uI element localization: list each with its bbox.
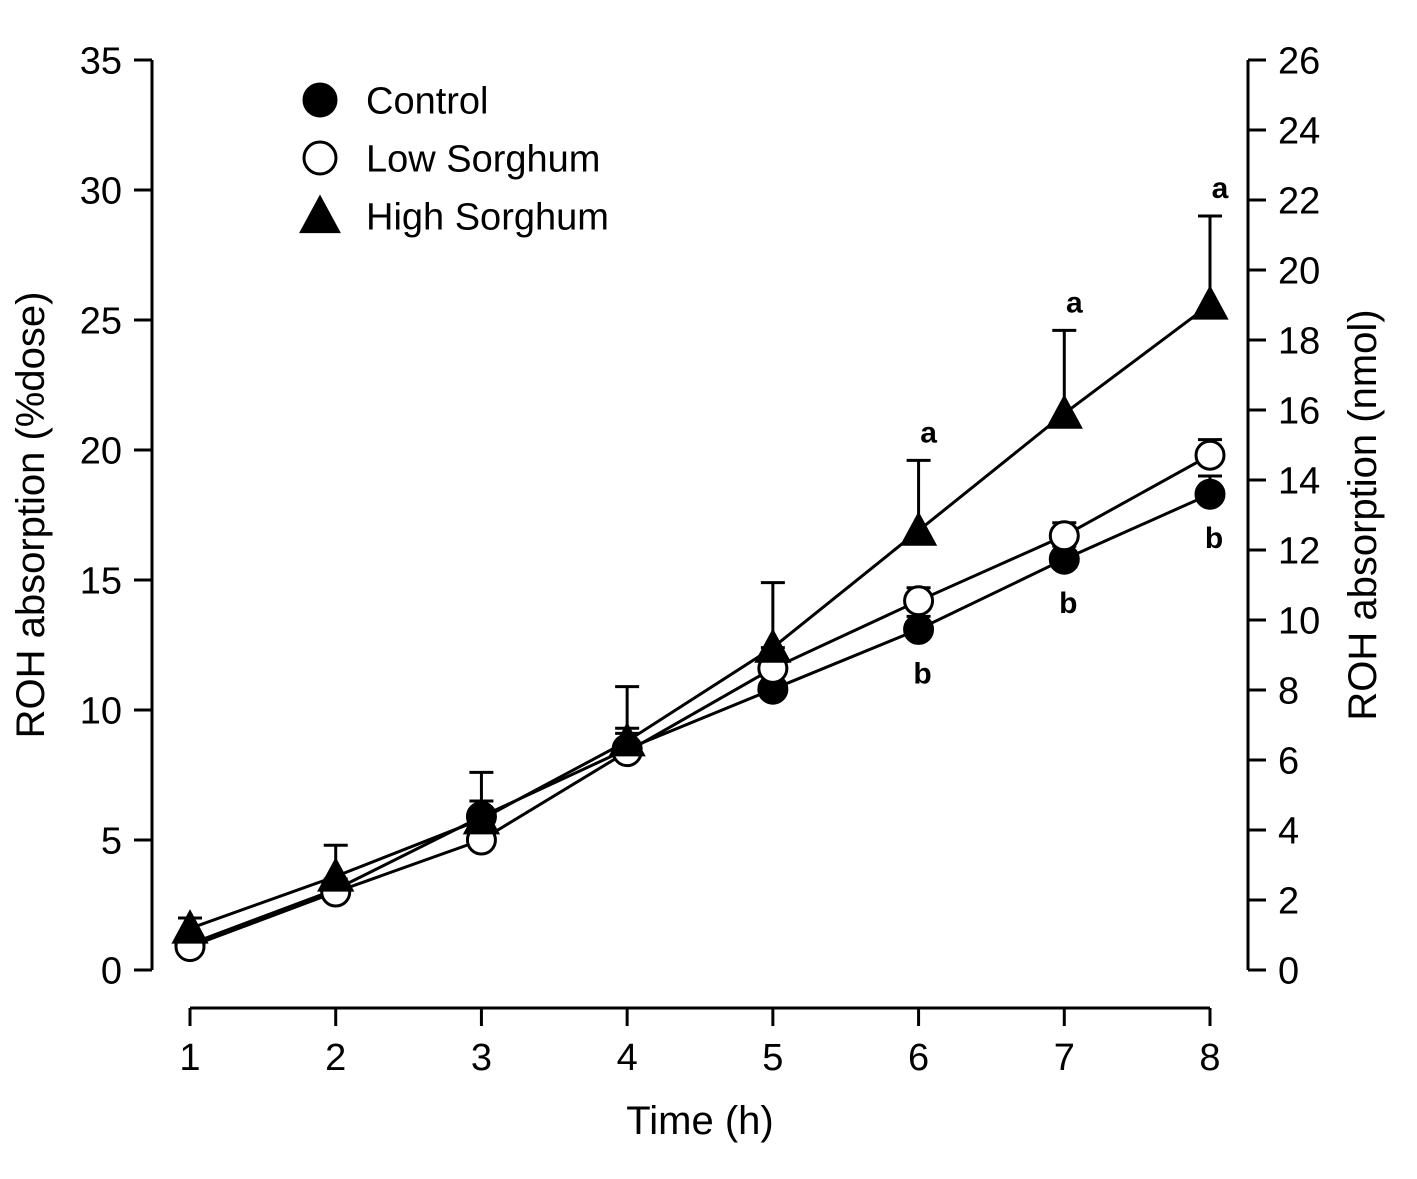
svg-text:20: 20 [1278, 250, 1320, 292]
svg-text:22: 22 [1278, 180, 1320, 222]
svg-text:26: 26 [1278, 40, 1320, 82]
line-chart: 12345678Time (h)05101520253035ROH absorp… [0, 0, 1417, 1179]
svg-text:16: 16 [1278, 390, 1320, 432]
svg-text:14: 14 [1278, 460, 1320, 502]
svg-text:18: 18 [1278, 320, 1320, 362]
svg-text:6: 6 [1278, 740, 1299, 782]
legend-label: Low Sorghum [366, 138, 600, 180]
svg-text:24: 24 [1278, 110, 1320, 152]
chart-container: 12345678Time (h)05101520253035ROH absorp… [0, 0, 1417, 1179]
svg-text:b: b [913, 657, 931, 690]
svg-text:8: 8 [1199, 1037, 1220, 1079]
svg-text:12: 12 [1278, 530, 1320, 572]
svg-text:35: 35 [80, 40, 122, 82]
svg-text:10: 10 [1278, 600, 1320, 642]
x-axis-title: Time (h) [626, 1099, 773, 1143]
legend-label: High Sorghum [366, 196, 609, 238]
svg-text:4: 4 [1278, 810, 1299, 852]
svg-text:2: 2 [1278, 880, 1299, 922]
legend-label: Control [366, 80, 489, 122]
svg-text:0: 0 [101, 950, 122, 992]
svg-text:7: 7 [1054, 1037, 1075, 1079]
svg-text:1: 1 [179, 1037, 200, 1079]
svg-text:10: 10 [80, 690, 122, 732]
svg-text:a: a [1212, 172, 1229, 205]
svg-text:5: 5 [762, 1037, 783, 1079]
svg-text:6: 6 [908, 1037, 929, 1079]
svg-text:25: 25 [80, 300, 122, 342]
svg-text:2: 2 [325, 1037, 346, 1079]
svg-text:b: b [1205, 522, 1223, 555]
svg-text:a: a [1066, 286, 1083, 319]
y-left-title: ROH absorption (%dose) [9, 292, 53, 739]
svg-text:30: 30 [80, 170, 122, 212]
svg-text:3: 3 [471, 1037, 492, 1079]
y-right-title: ROH absorption (nmol) [1341, 309, 1385, 720]
svg-text:20: 20 [80, 430, 122, 472]
svg-text:a: a [920, 416, 937, 449]
svg-text:4: 4 [617, 1037, 638, 1079]
svg-text:5: 5 [101, 820, 122, 862]
svg-text:b: b [1059, 587, 1077, 620]
svg-text:0: 0 [1278, 950, 1299, 992]
svg-text:8: 8 [1278, 670, 1299, 712]
svg-text:15: 15 [80, 560, 122, 602]
